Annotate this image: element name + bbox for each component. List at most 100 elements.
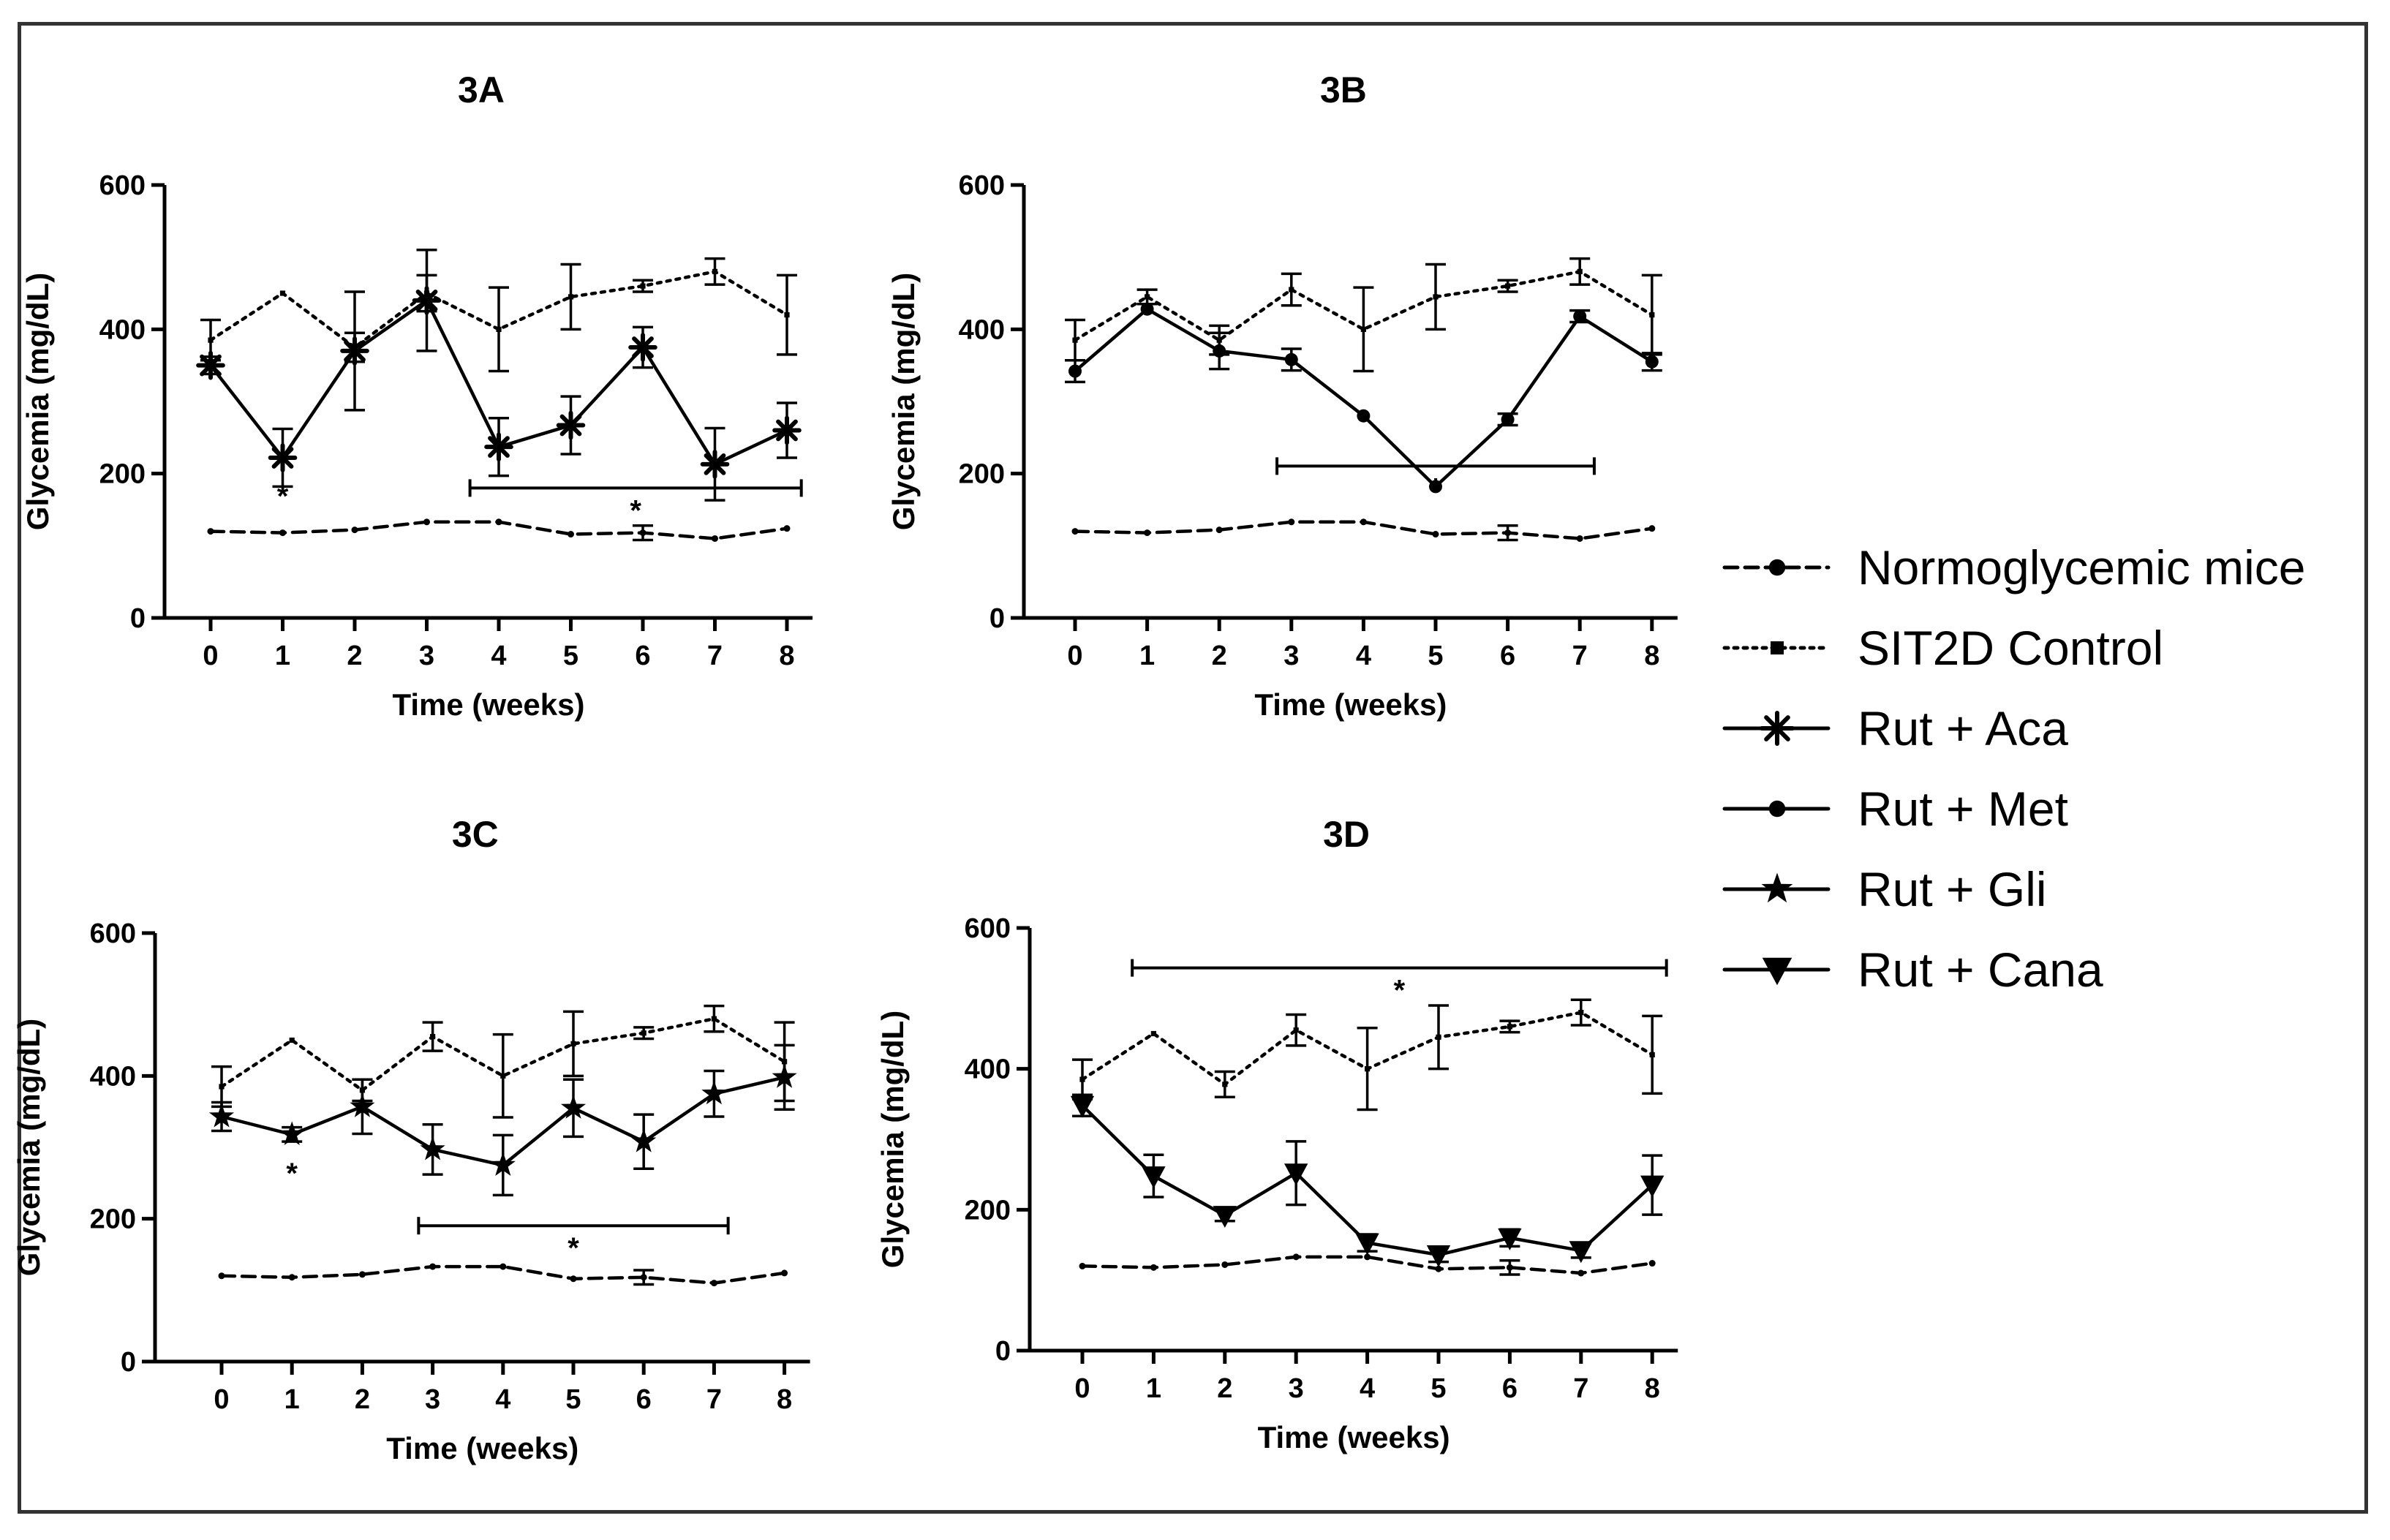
data-point [640,1274,647,1281]
x-axis-label: Time (weeks) [1258,1420,1450,1454]
data-point [1215,526,1223,534]
data-point [1506,1264,1513,1271]
data-point [784,312,790,318]
data-point [1501,412,1515,426]
x-tick-label: 1 [1139,641,1155,671]
data-point [1432,531,1439,538]
legend-label: Normoglycemic mice [1858,540,2305,595]
data-point [781,1269,788,1277]
legend-marker-icon [1762,957,1792,986]
x-tick-label: 7 [707,641,723,671]
data-point [1648,1260,1656,1267]
data-point [279,1121,305,1145]
series-rut-cana [1070,1093,1665,1267]
data-point [288,1274,295,1281]
data-point [783,525,791,532]
significance-star: * [630,494,641,526]
x-tick-label: 0 [1067,641,1082,671]
x-tick-label: 7 [1572,641,1588,671]
legend-label: SIT2D Control [1858,621,2163,675]
data-point [500,1073,506,1079]
y-tick-label: 400 [99,314,146,345]
data-point [1213,344,1226,358]
data-point [772,415,802,445]
data-point [641,1030,646,1036]
data-point [1577,1269,1585,1277]
legend-marker-icon [1768,800,1786,818]
data-point [1433,294,1439,300]
x-tick-label: 4 [1356,641,1371,671]
data-point [1150,1264,1157,1271]
x-tick-label: 3 [1289,1373,1304,1404]
data-point [1569,1241,1593,1264]
y-axis-label: Glycemia (mg/dL) [12,1019,46,1276]
x-tick-label: 3 [1283,641,1299,671]
x-tick-label: 8 [1645,1373,1660,1404]
data-point [712,268,718,274]
marker-stroke [704,453,726,475]
x-tick-label: 6 [1500,641,1515,671]
x-tick-label: 1 [284,1384,300,1415]
data-point [289,1037,295,1043]
x-tick-label: 6 [635,641,650,671]
legend-item: SIT2D Control [1722,621,2163,675]
y-tick-label: 200 [90,1204,136,1235]
data-point [1577,268,1583,274]
data-point [1072,337,1078,343]
marker-stroke [344,340,366,362]
x-tick-label: 0 [203,641,218,671]
data-point [279,290,286,296]
data-point [430,1034,436,1040]
panel-3c: 3C 0 200 400 600 0 1 2 3 4 5 6 7 8 Time (weeks) Glycemi… [12,814,810,1465]
x-tick-label: 6 [636,1384,652,1415]
data-point [701,1080,727,1105]
y-tick-label: 200 [965,1195,1011,1226]
data-point [358,1271,366,1278]
data-point [570,1275,577,1283]
data-point [420,1136,445,1160]
x-tick-label: 2 [1212,641,1227,671]
series-line [219,1264,786,1285]
data-point [1222,1082,1228,1087]
x-tick-label: 7 [706,1384,722,1415]
x-tick-label: 2 [1217,1373,1232,1404]
data-point [350,1093,375,1117]
data-point [1145,294,1150,300]
data-point [568,531,574,538]
panel-title: 3A [458,69,505,110]
y-tick-label: 400 [965,1054,1011,1085]
data-point [640,283,646,289]
x-tick-label: 5 [565,1384,581,1415]
x-tick-label: 4 [1360,1373,1375,1404]
x-tick-label: 3 [419,641,434,671]
significance-star: * [277,480,289,513]
data-point [568,294,574,300]
data-point [1079,1262,1086,1269]
data-point [1070,1095,1095,1118]
data-point [1289,287,1294,292]
data-point [1284,352,1298,366]
legend-label: Rut + Met [1858,782,2068,836]
data-point [710,1280,717,1287]
data-point [1649,312,1655,318]
data-point [429,1263,437,1270]
x-tick-label: 4 [495,1384,510,1415]
data-point [1150,1030,1156,1037]
data-point [1071,528,1079,535]
significance-star: * [1430,472,1441,505]
data-point [412,286,442,315]
y-tick-label: 200 [959,459,1005,490]
data-point [1213,1206,1237,1228]
data-point [1436,1034,1441,1040]
panel-title: 3D [1323,814,1370,855]
data-point [1649,1052,1655,1057]
data-point [1288,518,1295,526]
x-tick-label: 8 [777,1384,792,1415]
x-tick-label: 2 [347,641,362,671]
panel-3a: 3A 0 200 400 600 0 1 2 3 4 5 6 7 8 Time (weeks) Glycemi… [20,69,813,722]
data-point [1284,1163,1308,1186]
series-normoglycemic-mice [1079,1253,1656,1277]
data-point [1504,529,1512,537]
data-point [712,535,718,542]
